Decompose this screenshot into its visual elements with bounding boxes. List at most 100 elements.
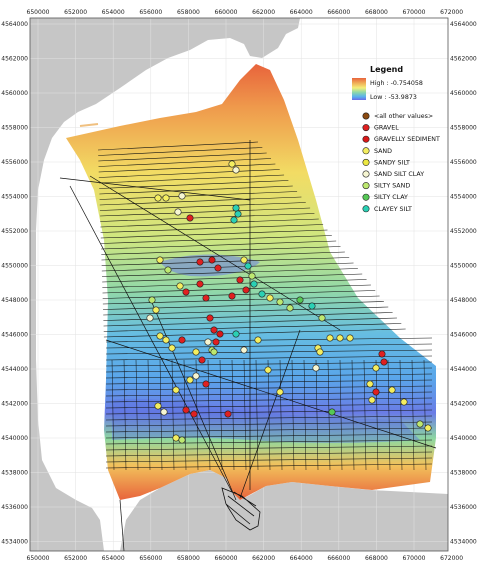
y-tick-label-right: 4552000 bbox=[450, 228, 477, 235]
sample-point bbox=[156, 256, 164, 264]
trackline bbox=[291, 359, 295, 471]
trackline bbox=[101, 268, 358, 277]
trackline bbox=[103, 301, 384, 310]
sample-point bbox=[212, 338, 220, 346]
transit-line bbox=[59, 177, 251, 201]
y-tick-label-left: 4560000 bbox=[1, 90, 28, 97]
trackline bbox=[102, 290, 376, 299]
sample-point bbox=[206, 314, 214, 322]
trackline bbox=[99, 174, 285, 184]
trackline bbox=[100, 224, 324, 233]
trackline bbox=[279, 359, 283, 471]
x-tick-label-bottom: 668000 bbox=[365, 555, 388, 562]
sample-point bbox=[232, 166, 240, 174]
sample-point bbox=[378, 350, 386, 358]
y-tick-label-left: 4564000 bbox=[1, 21, 28, 28]
x-tick-label-bottom: 656000 bbox=[139, 555, 162, 562]
trackline bbox=[105, 337, 433, 343]
sediment-sample-points bbox=[146, 160, 432, 444]
jetty bbox=[79, 123, 99, 127]
sample-point bbox=[152, 306, 160, 314]
sample-point bbox=[192, 348, 200, 356]
trackline bbox=[100, 218, 319, 228]
trackline bbox=[102, 284, 371, 294]
x-tick-label-top: 662000 bbox=[252, 9, 275, 16]
y-tick-label-right: 4548000 bbox=[450, 297, 477, 304]
y-tick-label-right: 4534000 bbox=[450, 539, 477, 546]
y-tick-label-left: 4534000 bbox=[1, 539, 28, 546]
legend-swatch bbox=[362, 193, 370, 201]
sample-point bbox=[174, 208, 182, 216]
sample-point bbox=[318, 314, 326, 322]
x-tick-label-bottom: 666000 bbox=[327, 555, 350, 562]
sample-point bbox=[242, 286, 250, 294]
x-tick-label-bottom: 660000 bbox=[215, 555, 238, 562]
x-tick-label-top: 658000 bbox=[177, 9, 200, 16]
trackline bbox=[219, 359, 223, 471]
trackline bbox=[363, 359, 367, 471]
sample-point bbox=[182, 288, 190, 296]
trackline bbox=[99, 185, 293, 195]
sample-point bbox=[168, 344, 176, 352]
bathymetry-surface bbox=[66, 64, 436, 500]
y-tick-label-left: 4542000 bbox=[1, 401, 28, 408]
sample-point bbox=[156, 332, 164, 340]
trackline bbox=[207, 359, 211, 471]
sample-point bbox=[236, 276, 244, 284]
x-tick-label-bottom: 650000 bbox=[27, 555, 50, 562]
sample-point bbox=[162, 194, 170, 202]
trackline bbox=[99, 191, 298, 200]
x-tick-label-top: 660000 bbox=[215, 9, 238, 16]
y-tick-label-left: 4558000 bbox=[1, 125, 28, 132]
trackline bbox=[387, 359, 391, 471]
sample-point bbox=[164, 266, 172, 274]
trackline bbox=[100, 235, 332, 244]
sample-point bbox=[190, 410, 198, 418]
x-tick-label-top: 654000 bbox=[102, 9, 125, 16]
trackline bbox=[100, 213, 315, 222]
legend-items: <all other values> GRAVEL GRAVELLY SEDIMEN… bbox=[362, 112, 440, 213]
legend-item-label: GRAVEL bbox=[374, 125, 399, 132]
legend-title: Legend bbox=[370, 65, 403, 74]
legend-swatch bbox=[362, 205, 370, 213]
y-tick-label-right: 4544000 bbox=[450, 366, 477, 373]
x-tick-label-bottom: 654000 bbox=[102, 555, 125, 562]
x-tick-label-top: 656000 bbox=[139, 9, 162, 16]
trackline bbox=[105, 433, 433, 439]
sample-point bbox=[240, 346, 248, 354]
sample-point bbox=[316, 348, 324, 356]
y-tick-label-right: 4546000 bbox=[450, 332, 477, 339]
sample-point bbox=[346, 334, 354, 342]
trackline bbox=[101, 246, 341, 255]
trackline bbox=[103, 306, 389, 316]
sample-point bbox=[276, 298, 284, 306]
trackline bbox=[147, 359, 151, 471]
sample-point bbox=[416, 420, 424, 428]
trackline bbox=[100, 207, 311, 217]
legend-color-ramp bbox=[352, 78, 366, 100]
trackline bbox=[399, 359, 403, 471]
sample-point bbox=[176, 282, 184, 290]
trackline bbox=[135, 359, 139, 471]
legend-item-label: GRAVELLY SEDIMENT bbox=[374, 136, 440, 143]
y-tick-label-left: 4540000 bbox=[1, 435, 28, 442]
sample-point bbox=[186, 214, 194, 222]
trackline bbox=[99, 180, 289, 189]
sample-point bbox=[368, 396, 376, 404]
sample-point bbox=[258, 290, 266, 298]
x-tick-label-bottom: 664000 bbox=[290, 555, 313, 562]
x-tick-label-top: 670000 bbox=[403, 9, 426, 16]
sample-point bbox=[210, 326, 218, 334]
x-tick-label-bottom: 672000 bbox=[440, 555, 463, 562]
y-tick-label-left: 4546000 bbox=[1, 332, 28, 339]
sample-point bbox=[228, 292, 236, 300]
trackline bbox=[171, 359, 175, 471]
sample-point bbox=[160, 408, 168, 416]
x-tick-label-top: 652000 bbox=[64, 9, 87, 16]
trackline bbox=[99, 202, 306, 211]
trackline bbox=[351, 359, 355, 471]
map-legend: Legend High : -0.754058 Low : -53.9873 <… bbox=[352, 65, 440, 213]
y-tick-label-right: 4542000 bbox=[450, 401, 477, 408]
y-tick-label-right: 4562000 bbox=[450, 56, 477, 63]
y-tick-label-right: 4558000 bbox=[450, 125, 477, 132]
